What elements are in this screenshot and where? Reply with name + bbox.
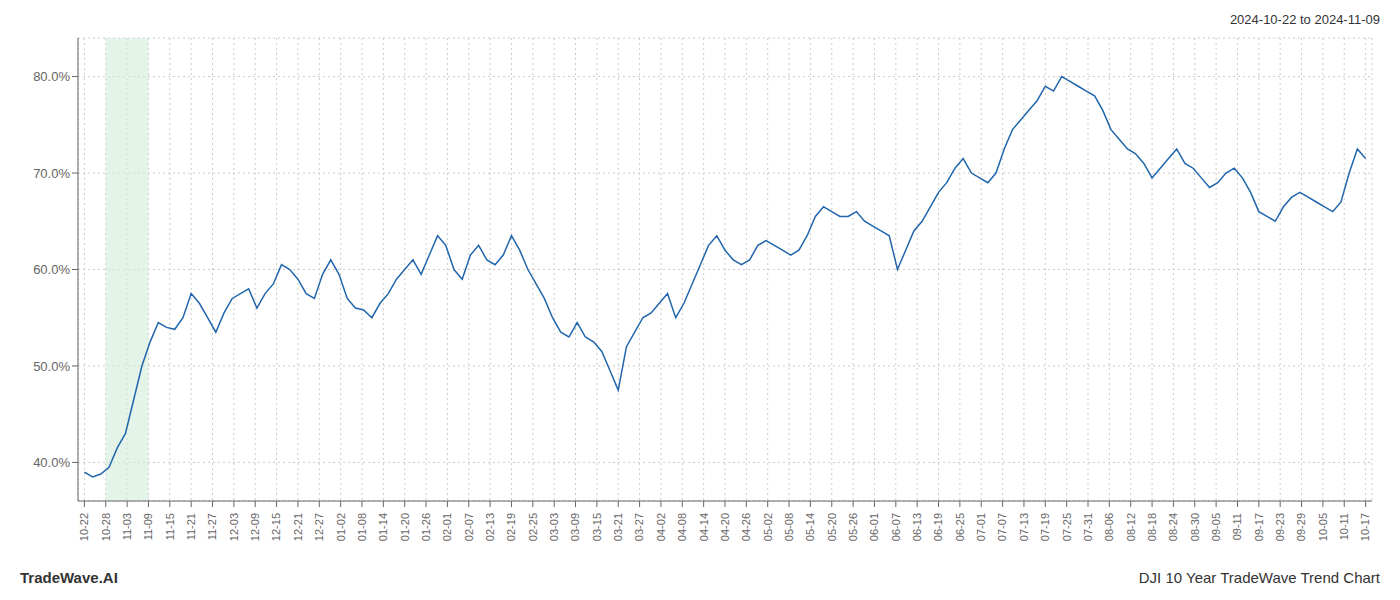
svg-text:08-30: 08-30: [1189, 513, 1201, 541]
svg-text:04-20: 04-20: [719, 513, 731, 541]
svg-text:09-11: 09-11: [1231, 513, 1243, 540]
svg-text:04-14: 04-14: [697, 513, 709, 541]
svg-text:03-21: 03-21: [612, 513, 624, 541]
svg-text:03-27: 03-27: [633, 513, 645, 541]
svg-text:02-25: 02-25: [527, 513, 539, 541]
svg-text:04-02: 04-02: [655, 513, 667, 541]
svg-text:12-15: 12-15: [270, 513, 282, 541]
svg-text:03-09: 03-09: [569, 513, 581, 541]
svg-text:02-13: 02-13: [484, 513, 496, 541]
svg-text:05-02: 05-02: [762, 513, 774, 541]
svg-text:11-27: 11-27: [206, 513, 218, 540]
svg-text:10-05: 10-05: [1317, 513, 1329, 541]
svg-text:06-13: 06-13: [911, 513, 923, 541]
svg-text:11-09: 11-09: [142, 513, 154, 540]
svg-text:07-07: 07-07: [996, 513, 1008, 541]
html-text:DJI 10 Year TradeWave Trend Ch: DJI 10 Year TradeWave Trend Chart: [1138, 569, 1380, 586]
svg-text:05-26: 05-26: [847, 513, 859, 541]
svg-text:40.0%: 40.0%: [33, 455, 70, 470]
svg-text:12-09: 12-09: [249, 513, 261, 541]
html-text:TradeWave.AI: TradeWave.AI: [20, 569, 118, 586]
svg-text:11-21: 11-21: [185, 513, 197, 540]
svg-text:08-12: 08-12: [1125, 513, 1137, 541]
svg-text:01-08: 01-08: [356, 513, 368, 541]
svg-text:10-28: 10-28: [100, 513, 112, 541]
svg-text:07-01: 07-01: [975, 513, 987, 541]
svg-text:05-20: 05-20: [826, 513, 838, 541]
svg-text:09-29: 09-29: [1295, 513, 1307, 541]
svg-text:06-25: 06-25: [954, 513, 966, 541]
svg-text:09-05: 09-05: [1210, 513, 1222, 541]
svg-text:07-31: 07-31: [1082, 513, 1094, 541]
svg-text:03-03: 03-03: [548, 513, 560, 541]
svg-text:02-01: 02-01: [441, 513, 453, 541]
html-text:2024-10-22 to 2024-11-09: 2024-10-22 to 2024-11-09: [1229, 12, 1380, 27]
svg-text:06-19: 06-19: [932, 513, 944, 541]
svg-text:12-27: 12-27: [313, 513, 325, 541]
svg-text:60.0%: 60.0%: [33, 262, 70, 277]
svg-text:08-06: 08-06: [1103, 513, 1115, 541]
svg-text:08-24: 08-24: [1167, 513, 1179, 541]
svg-text:10-22: 10-22: [78, 513, 90, 541]
svg-text:10-11: 10-11: [1338, 513, 1350, 540]
svg-text:03-15: 03-15: [591, 513, 603, 541]
svg-text:06-01: 06-01: [868, 513, 880, 541]
svg-text:12-03: 12-03: [228, 513, 240, 541]
svg-text:11-15: 11-15: [164, 513, 176, 540]
svg-text:05-14: 05-14: [804, 513, 816, 541]
svg-text:10-17: 10-17: [1359, 513, 1371, 541]
svg-text:01-02: 01-02: [334, 513, 346, 541]
svg-text:07-13: 07-13: [1018, 513, 1030, 541]
svg-text:08-18: 08-18: [1146, 513, 1158, 541]
svg-text:06-07: 06-07: [890, 513, 902, 541]
svg-text:50.0%: 50.0%: [33, 359, 70, 374]
svg-text:70.0%: 70.0%: [33, 166, 70, 181]
svg-text:12-21: 12-21: [292, 513, 304, 541]
svg-text:07-25: 07-25: [1061, 513, 1073, 541]
svg-text:80.0%: 80.0%: [33, 69, 70, 84]
svg-text:11-03: 11-03: [121, 513, 133, 540]
svg-text:01-14: 01-14: [377, 513, 389, 541]
svg-text:04-26: 04-26: [740, 513, 752, 541]
svg-text:01-26: 01-26: [420, 513, 432, 541]
svg-text:01-20: 01-20: [399, 513, 411, 541]
svg-text:04-08: 04-08: [676, 513, 688, 541]
svg-text:07-19: 07-19: [1039, 513, 1051, 541]
svg-text:09-17: 09-17: [1253, 513, 1265, 541]
svg-text:05-08: 05-08: [783, 513, 795, 541]
svg-text:02-19: 02-19: [505, 513, 517, 541]
svg-text:02-07: 02-07: [463, 513, 475, 541]
svg-text:09-23: 09-23: [1274, 513, 1286, 541]
